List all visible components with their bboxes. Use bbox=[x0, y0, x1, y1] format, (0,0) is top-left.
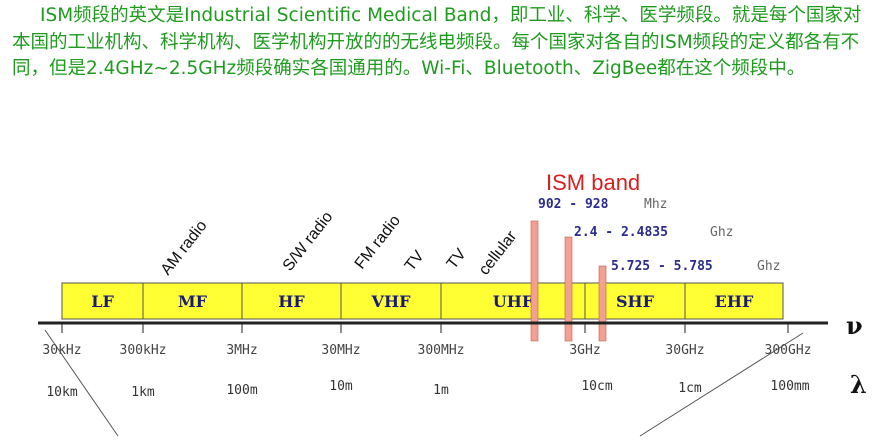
frequency-tick-label: 3GHz bbox=[569, 343, 600, 358]
svg-text:902 - 928: 902 - 928 bbox=[538, 197, 609, 212]
frequency-tick-label: 300MHz bbox=[418, 343, 465, 358]
frequency-tick-label: 30kHz bbox=[42, 343, 81, 358]
ism-range-5725: 5.725 - 5.785 Ghz bbox=[611, 259, 780, 274]
right-diagonal-line bbox=[639, 332, 804, 437]
wavelength-ticks: 10km 1km 100m 10m 1m 10cm 1cm 100mm bbox=[46, 379, 809, 400]
service-label: cellular bbox=[476, 228, 521, 279]
ism-bar-902 bbox=[530, 220, 539, 342]
band-label-shf: SHF bbox=[616, 292, 655, 311]
ism-bar-2400 bbox=[564, 236, 573, 342]
frequency-tick-label: 30GHz bbox=[665, 343, 704, 358]
band-lf bbox=[61, 282, 144, 320]
band-mf bbox=[142, 282, 243, 320]
band-label-vhf: VHF bbox=[371, 292, 412, 311]
ism-band-title: ISM band bbox=[546, 170, 640, 195]
band-row: LF MF HF VHF UHF SHF EHF bbox=[61, 282, 784, 320]
wavelength-tick-label: 10km bbox=[46, 385, 77, 400]
ism-range-902: 902 - 928 Mhz bbox=[538, 197, 667, 212]
band-label-hf: HF bbox=[278, 292, 305, 311]
service-label: AM radio bbox=[158, 217, 211, 278]
band-label-lf: LF bbox=[91, 292, 114, 311]
frequency-tick-label: 3MHz bbox=[226, 343, 257, 358]
svg-text:5.725 - 5.785: 5.725 - 5.785 bbox=[611, 259, 713, 274]
wavelength-tick-label: 1m bbox=[433, 383, 449, 398]
intro-paragraph: ISM频段的英文是Industrial Scientific Medical B… bbox=[12, 5, 862, 79]
frequency-tick-label: 30MHz bbox=[321, 343, 360, 358]
wavelength-tick-label: 100m bbox=[226, 383, 257, 398]
wavelength-tick-label: 1cm bbox=[678, 381, 702, 396]
wavelength-symbol: λ bbox=[850, 370, 867, 399]
svg-text:Ghz: Ghz bbox=[757, 259, 780, 274]
band-ehf bbox=[684, 282, 784, 320]
frequency-tick-label: 300GHz bbox=[765, 343, 812, 358]
frequency-ticks: 30kHz 300kHz 3MHz 30MHz 300MHz 3GHz 30GHz 300GH… bbox=[42, 323, 811, 358]
band-vhf bbox=[340, 282, 442, 320]
svg-text:Ghz: Ghz bbox=[710, 225, 733, 240]
wavelength-tick-label: 1km bbox=[131, 385, 155, 400]
ism-bar-5725 bbox=[598, 265, 607, 342]
band-uhf bbox=[440, 282, 586, 320]
service-label: S/W radio bbox=[280, 209, 337, 275]
svg-text:Mhz: Mhz bbox=[644, 197, 667, 212]
band-hf bbox=[241, 282, 342, 320]
service-label: TV bbox=[402, 248, 428, 275]
wavelength-tick-label: 10m bbox=[329, 379, 353, 394]
band-label-uhf: UHF bbox=[493, 292, 534, 311]
frequency-tick-label: 300kHz bbox=[120, 343, 167, 358]
ism-range-2400: 2.4 - 2.4835 Ghz bbox=[574, 225, 733, 240]
band-label-mf: MF bbox=[178, 292, 208, 311]
wavelength-tick-label: 10cm bbox=[581, 379, 612, 394]
service-label: FM radio bbox=[352, 212, 404, 272]
service-label: TV bbox=[444, 246, 470, 273]
wavelength-tick-label: 100mm bbox=[770, 379, 809, 394]
svg-text:2.4 - 2.4835: 2.4 - 2.4835 bbox=[574, 225, 668, 240]
band-label-ehf: EHF bbox=[715, 292, 754, 311]
left-diagonal-line bbox=[44, 329, 119, 437]
frequency-symbol: ν bbox=[846, 311, 863, 340]
